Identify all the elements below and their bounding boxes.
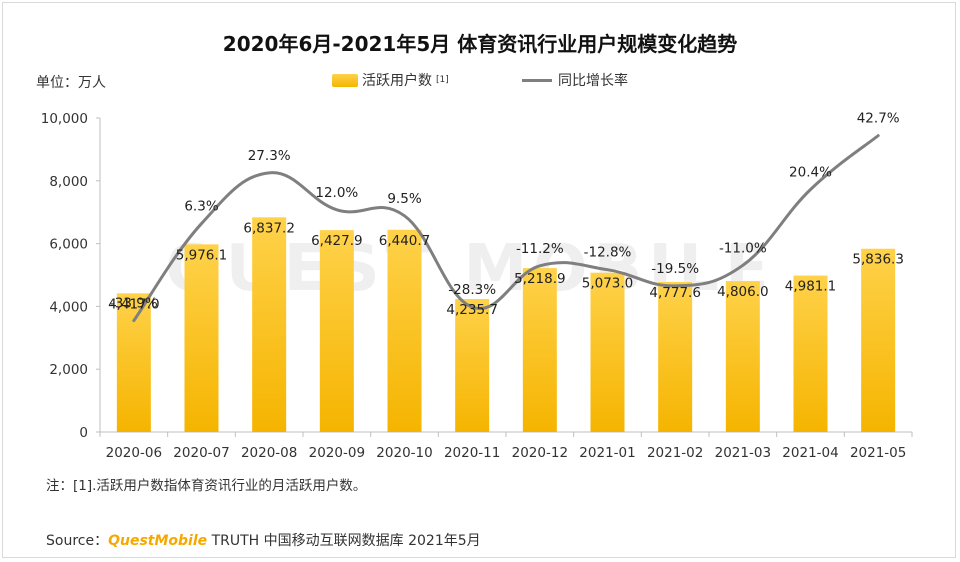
bar-2021-01	[590, 272, 625, 432]
footnote: 注：[1].活跃用户数指体育资讯行业的月活跃用户数。	[46, 478, 367, 494]
x-tick-label: 2020-11	[444, 445, 500, 461]
growth-value-label: -33.9%	[110, 296, 158, 312]
legend-footnote-mark: [1]	[436, 75, 449, 85]
growth-value-label: 27.3%	[248, 148, 291, 164]
x-tick-label: 2020-07	[173, 445, 229, 461]
y-tick-label: 8,000	[49, 174, 88, 190]
bar-value-label: 4,806.0	[717, 284, 769, 300]
bar-value-label: 4,417.0	[108, 296, 160, 312]
legend-bar-swatch	[332, 73, 358, 87]
bar-value-label: 5,218.9	[514, 271, 566, 287]
legend-line-entry: 同比增长率	[522, 70, 628, 90]
bar-2021-02	[658, 281, 693, 432]
bar-2021-03	[725, 281, 760, 432]
bar-2021-05	[861, 248, 896, 432]
source-rest: TRUTH 中国移动互联网数据库 2021年5月	[207, 533, 481, 549]
bar-2020-10	[387, 229, 422, 432]
growth-value-label: 20.4%	[789, 164, 832, 180]
unit-label: 单位：万人	[36, 75, 106, 91]
source-brand: QuestMobile	[108, 533, 208, 549]
growth-value-label: -12.8%	[584, 245, 632, 261]
chart-title: 2020年6月-2021年5月 体育资讯行业用户规模变化趋势	[222, 32, 738, 56]
bar-value-label: 4,235.7	[446, 302, 498, 318]
x-tick-label: 2021-02	[647, 445, 703, 461]
bar-value-label: 5,836.3	[852, 252, 904, 268]
x-tick-label: 2021-01	[579, 445, 635, 461]
bar-2020-06	[116, 293, 151, 432]
x-tick-label: 2020-08	[241, 445, 297, 461]
y-tick-label: 0	[79, 425, 88, 441]
bar-value-label: 6,837.2	[243, 220, 295, 236]
growth-value-label: 42.7%	[857, 111, 900, 127]
growth-value-label: -11.0%	[719, 240, 767, 256]
growth-value-label: -19.5%	[651, 261, 699, 277]
y-tick-label: 10,000	[41, 111, 88, 127]
legend-bar-label: 活跃用户数	[362, 73, 432, 89]
bar-2020-11	[455, 298, 490, 432]
y-tick-label: 6,000	[49, 237, 88, 253]
bar-2020-08	[252, 217, 287, 432]
legend-line-swatch	[522, 78, 552, 82]
bar-2021-04	[793, 275, 828, 432]
x-tick-label: 2020-10	[376, 445, 432, 461]
bar-value-label: 6,427.9	[311, 233, 363, 249]
bar-value-label: 5,073.0	[582, 276, 634, 292]
bar-value-label: 6,440.7	[379, 233, 431, 249]
bar-2020-12	[522, 268, 557, 432]
bar-2020-09	[319, 230, 354, 432]
bar-value-label: 4,777.6	[649, 285, 701, 301]
x-tick-label: 2021-05	[850, 445, 906, 461]
bar-value-label: 4,981.1	[785, 279, 837, 295]
growth-value-label: 12.0%	[315, 185, 358, 201]
growth-value-label: -28.3%	[448, 282, 496, 298]
source-line: Source：QuestMobile TRUTH 中国移动互联网数据库 2021…	[46, 530, 481, 550]
source-prefix: Source：	[46, 533, 109, 549]
x-tick-label: 2020-06	[106, 445, 162, 461]
y-tick-label: 2,000	[49, 362, 88, 378]
x-tick-label: 2020-09	[309, 445, 365, 461]
growth-value-label: -11.2%	[516, 241, 564, 257]
growth-value-label: 9.5%	[387, 191, 421, 207]
bar-value-label: 5,976.1	[176, 247, 228, 263]
growth-rate-line	[132, 134, 880, 323]
growth-value-label: 6.3%	[184, 199, 218, 215]
x-tick-label: 2020-12	[512, 445, 568, 461]
x-tick-label: 2021-04	[782, 445, 838, 461]
x-tick-label: 2021-03	[715, 445, 771, 461]
legend-bar-entry: 活跃用户数 [1]	[332, 70, 449, 90]
bar-2020-07	[184, 244, 219, 432]
y-tick-label: 4,000	[49, 299, 88, 315]
legend-line-label: 同比增长率	[558, 73, 628, 89]
